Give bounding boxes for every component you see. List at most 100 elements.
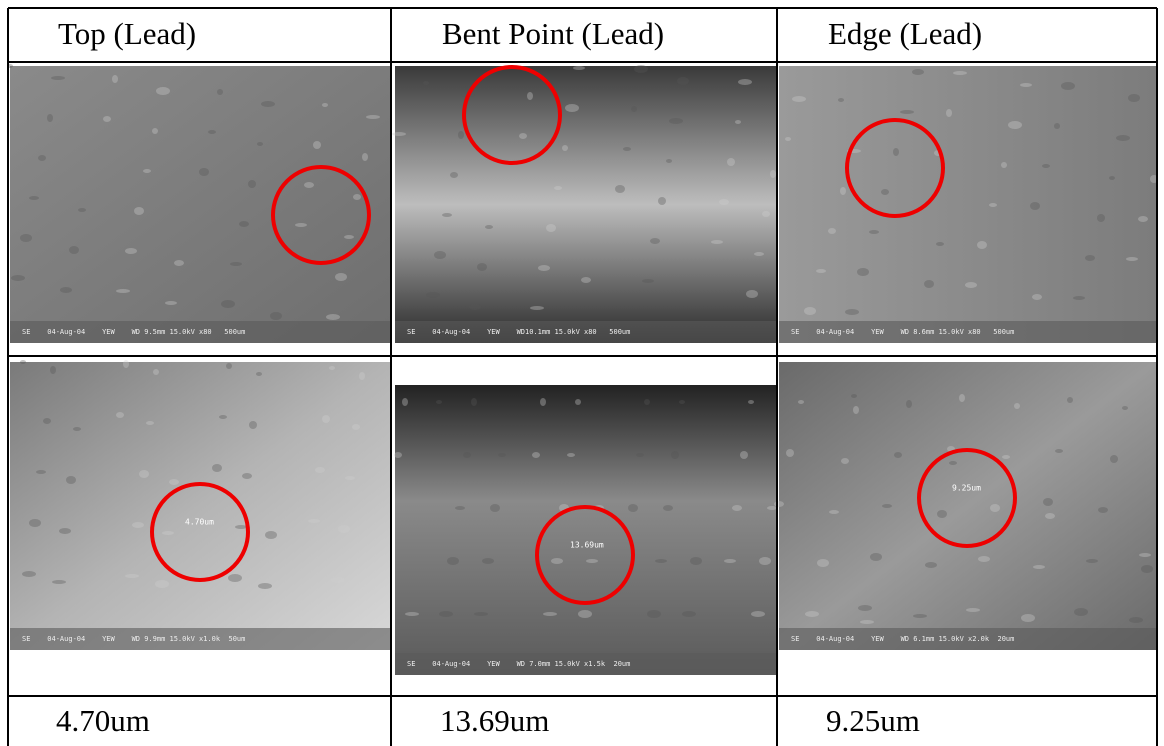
- texture: [906, 400, 912, 408]
- texture: [1110, 455, 1118, 463]
- texture: [353, 194, 361, 200]
- texture: [29, 196, 39, 200]
- texture: [78, 208, 86, 212]
- texture: [785, 137, 791, 141]
- texture: [366, 115, 380, 119]
- texture: [978, 556, 990, 562]
- sem-image: SE 04-Aug-04 YEW WD 8.6mm 15.0kV x80 500…: [779, 66, 1158, 343]
- texture: [540, 398, 546, 406]
- texture: [1141, 565, 1153, 573]
- texture: [228, 574, 242, 582]
- texture: [256, 372, 262, 376]
- result-value: 13.69um: [440, 703, 549, 738]
- texture: [66, 476, 76, 484]
- texture: [11, 275, 25, 281]
- texture: [248, 180, 256, 188]
- texture: [1116, 135, 1130, 141]
- texture: [134, 207, 144, 215]
- texture: [575, 399, 581, 405]
- texture: [212, 464, 222, 472]
- texture: [751, 611, 765, 617]
- texture: [924, 280, 934, 288]
- sem-image: SE 04-Aug-04 YEW WD10.1mm 15.0kV x80 500…: [392, 65, 776, 343]
- texture: [394, 452, 402, 458]
- texture: [295, 223, 307, 227]
- texture: [474, 612, 488, 616]
- texture: [208, 130, 216, 134]
- image-background: [779, 362, 1156, 650]
- texture: [162, 531, 174, 535]
- texture: [1074, 608, 1088, 616]
- texture: [770, 170, 776, 178]
- texture: [628, 504, 638, 512]
- texture: [1032, 294, 1042, 300]
- texture: [230, 262, 242, 266]
- texture: [51, 76, 65, 80]
- texture: [578, 610, 592, 618]
- texture: [69, 246, 79, 254]
- texture: [116, 412, 124, 418]
- texture: [735, 120, 741, 124]
- texture: [551, 558, 563, 564]
- texture: [858, 605, 872, 611]
- texture: [439, 611, 453, 617]
- texture: [853, 406, 859, 414]
- texture: [270, 312, 282, 320]
- texture: [817, 559, 829, 567]
- texture: [711, 240, 723, 244]
- texture: [913, 614, 927, 618]
- texture: [329, 366, 335, 370]
- texture: [805, 611, 819, 617]
- texture: [165, 301, 177, 305]
- image-info: SE 04-Aug-04 YEW WD10.1mm 15.0kV x80 500…: [407, 328, 630, 336]
- texture: [538, 265, 550, 271]
- column-header: Edge (Lead): [828, 16, 982, 51]
- texture: [36, 470, 46, 474]
- texture: [331, 577, 345, 583]
- texture: [112, 75, 118, 83]
- texture: [936, 242, 944, 246]
- texture: [219, 415, 227, 419]
- texture: [20, 360, 26, 364]
- texture: [155, 580, 169, 588]
- image-info: SE 04-Aug-04 YEW WD 8.6mm 15.0kV x80 500…: [791, 328, 1014, 336]
- texture: [1138, 216, 1148, 222]
- texture: [362, 153, 368, 161]
- texture: [29, 519, 41, 527]
- texture: [485, 225, 493, 229]
- texture: [530, 306, 544, 310]
- image-info: SE 04-Aug-04 YEW WD 7.0mm 15.0kV x1.5k 2…: [407, 660, 630, 668]
- texture: [1033, 565, 1045, 569]
- texture: [338, 525, 350, 533]
- texture: [469, 304, 481, 310]
- texture: [977, 241, 987, 249]
- texture: [447, 557, 459, 565]
- texture: [663, 505, 673, 511]
- texture: [239, 221, 249, 227]
- texture: [1020, 83, 1032, 87]
- texture: [669, 118, 683, 124]
- texture: [655, 559, 667, 563]
- texture: [786, 449, 794, 457]
- texture: [912, 69, 924, 75]
- texture: [22, 571, 36, 577]
- texture: [221, 300, 235, 308]
- texture: [642, 279, 654, 283]
- texture: [152, 128, 158, 134]
- texture: [738, 79, 752, 85]
- texture: [682, 611, 696, 617]
- texture: [798, 400, 804, 404]
- texture: [1085, 255, 1095, 261]
- texture: [953, 71, 967, 75]
- result-value: 4.70um: [56, 703, 150, 738]
- texture: [774, 501, 784, 507]
- texture: [257, 142, 263, 146]
- texture: [1054, 123, 1060, 129]
- texture: [900, 110, 914, 114]
- texture: [1126, 257, 1138, 261]
- texture: [423, 81, 429, 85]
- measurement-label: 9.25um: [952, 484, 981, 493]
- texture: [308, 519, 320, 523]
- texture: [1045, 513, 1055, 519]
- texture: [73, 427, 81, 431]
